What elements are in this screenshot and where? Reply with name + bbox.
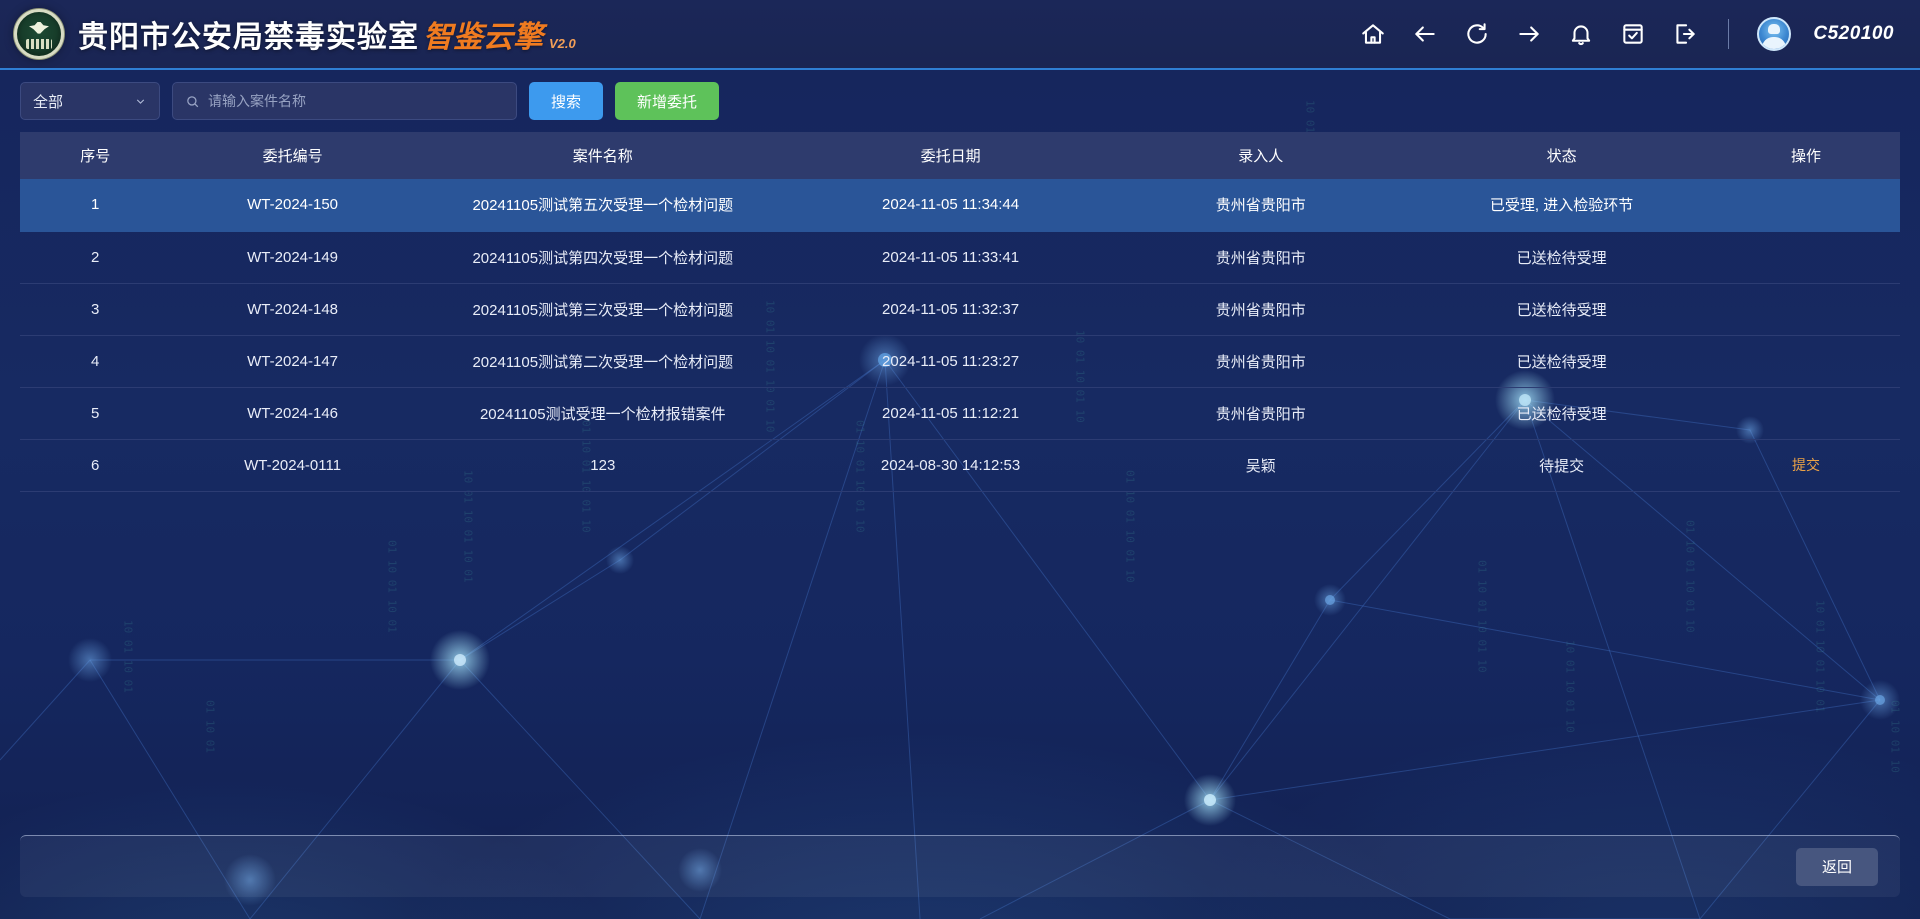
row-date: 2024-11-05 11:12:21 xyxy=(790,387,1111,440)
row-action xyxy=(1711,283,1900,336)
svg-text:10 01 10 01 10 01: 10 01 10 01 10 01 xyxy=(462,470,475,583)
row-operator: 贵州省贵阳市 xyxy=(1110,335,1412,388)
footer-bar: 返回 xyxy=(20,835,1900,897)
row-code: WT-2024-149 xyxy=(170,231,415,284)
table-row[interactable]: 6 WT-2024-0111 123 2024-08-30 14:12:53 吴颖 待提交… xyxy=(20,439,1900,492)
row-date: 2024-11-05 11:33:41 xyxy=(790,231,1111,284)
entrust-table: 序号 委托编号 案件名称 委托日期 录入人 状态 操作 1 WT-2024-150… xyxy=(20,132,1900,492)
entrust-table-container: 序号 委托编号 案件名称 委托日期 录入人 状态 操作 1 WT-2024-150… xyxy=(0,132,1920,492)
column-header-date[interactable]: 委托日期 xyxy=(790,132,1111,179)
row-operator: 贵州省贵阳市 xyxy=(1110,387,1412,440)
row-code: WT-2024-0111 xyxy=(170,439,415,492)
row-date: 2024-11-05 11:32:37 xyxy=(790,283,1111,336)
arrow-right-icon[interactable] xyxy=(1514,19,1544,49)
row-date: 2024-11-05 11:34:44 xyxy=(790,179,1111,232)
row-operator: 贵州省贵阳市 xyxy=(1110,283,1412,336)
row-index: 2 xyxy=(20,231,171,284)
row-code: WT-2024-148 xyxy=(170,283,415,336)
column-header-actions[interactable]: 操作 xyxy=(1711,132,1900,179)
column-header-case-name[interactable]: 案件名称 xyxy=(414,132,791,179)
submit-link[interactable]: 提交 xyxy=(1791,457,1820,473)
row-operator: 贵州省贵阳市 xyxy=(1110,179,1412,232)
svg-text:01 10 01: 01 10 01 xyxy=(204,700,217,753)
row-operator: 吴颖 xyxy=(1110,439,1412,492)
row-code: WT-2024-147 xyxy=(170,335,415,388)
row-action xyxy=(1711,179,1900,232)
row-case-name: 20241105测试受理一个检材报错案件 xyxy=(414,387,791,440)
row-status: 已受理, 进入检验环节 xyxy=(1411,179,1712,232)
table-row[interactable]: 2 WT-2024-149 20241105测试第四次受理一个检材问题 2024-11… xyxy=(20,231,1900,284)
row-date: 2024-11-05 11:23:27 xyxy=(790,335,1111,388)
brand-version: V2.0 xyxy=(549,36,576,51)
svg-text:01 10 01 10 01: 01 10 01 10 01 xyxy=(386,540,399,633)
table-row[interactable]: 1 WT-2024-150 20241105测试第五次受理一个检材问题 2024-11… xyxy=(20,179,1900,232)
table-row[interactable]: 5 WT-2024-146 20241105测试受理一个检材报错案件 2024-11-… xyxy=(20,387,1900,440)
row-operator: 贵州省贵阳市 xyxy=(1110,231,1412,284)
header-divider xyxy=(1728,19,1730,49)
arrow-left-icon[interactable] xyxy=(1410,19,1440,49)
row-code: WT-2024-146 xyxy=(170,387,415,440)
row-status: 已送检待受理 xyxy=(1411,387,1712,440)
avatar[interactable] xyxy=(1757,17,1792,51)
table-body: 1 WT-2024-150 20241105测试第五次受理一个检材问题 2024-11… xyxy=(20,179,1900,492)
row-index: 1 xyxy=(20,179,171,232)
row-case-name: 20241105测试第五次受理一个检材问题 xyxy=(414,179,791,232)
table-header-row: 序号 委托编号 案件名称 委托日期 录入人 状态 操作 xyxy=(20,132,1900,179)
chevron-down-icon xyxy=(136,98,145,104)
row-status: 已送检待受理 xyxy=(1411,283,1712,336)
page-title: 贵阳市公安局禁毒实验室 xyxy=(78,21,419,54)
svg-text:10 01 10 01: 10 01 10 01 xyxy=(122,620,135,693)
row-case-name: 20241105测试第四次受理一个检材问题 xyxy=(414,231,791,284)
row-action: 提交 xyxy=(1711,439,1900,492)
add-entrust-button[interactable]: 新增委托 xyxy=(615,82,720,120)
row-action xyxy=(1711,387,1900,440)
column-header-code[interactable]: 委托编号 xyxy=(170,132,415,179)
row-status: 已送检待受理 xyxy=(1411,231,1712,284)
column-header-index[interactable]: 序号 xyxy=(20,132,171,179)
svg-text:10 01 10 01 10 01: 10 01 10 01 10 01 xyxy=(1814,600,1827,713)
search-button[interactable]: 搜索 xyxy=(529,82,604,120)
search-box[interactable] xyxy=(172,82,517,120)
refresh-icon[interactable] xyxy=(1462,19,1492,49)
search-icon xyxy=(187,95,199,107)
row-case-name: 20241105测试第二次受理一个检材问题 xyxy=(414,335,791,388)
row-index: 4 xyxy=(20,335,171,388)
logout-icon[interactable] xyxy=(1670,19,1700,49)
filter-toolbar: 全部 搜索 新增委托 xyxy=(0,70,1920,132)
row-index: 6 xyxy=(20,439,171,492)
row-date: 2024-08-30 14:12:53 xyxy=(790,439,1111,492)
svg-text:10 01 10 01 10: 10 01 10 01 10 xyxy=(1564,640,1577,733)
column-header-status[interactable]: 状态 xyxy=(1411,132,1712,179)
table-row[interactable]: 3 WT-2024-148 20241105测试第三次受理一个检材问题 2024-11… xyxy=(20,283,1900,336)
checkbox-square-icon[interactable] xyxy=(1618,19,1648,49)
bell-icon[interactable] xyxy=(1566,19,1596,49)
back-button[interactable]: 返回 xyxy=(1795,847,1878,886)
svg-text:01 10 01 10: 01 10 01 10 xyxy=(1889,700,1902,773)
row-status: 已送检待受理 xyxy=(1411,335,1712,388)
user-name[interactable]: C520100 xyxy=(1813,23,1894,44)
row-index: 5 xyxy=(20,387,171,440)
brand-subtitle: 智鉴云擎 xyxy=(423,21,543,54)
row-case-name: 123 xyxy=(414,439,791,492)
svg-text:01 10 01 10 01 10: 01 10 01 10 01 10 xyxy=(1684,520,1697,633)
column-header-operator[interactable]: 录入人 xyxy=(1110,132,1412,179)
home-icon[interactable] xyxy=(1358,19,1388,49)
svg-text:01 10 01 10 01 10: 01 10 01 10 01 10 xyxy=(1124,470,1137,583)
row-status: 待提交 xyxy=(1411,439,1712,492)
search-input[interactable] xyxy=(208,93,504,109)
row-index: 3 xyxy=(20,283,171,336)
row-case-name: 20241105测试第三次受理一个检材问题 xyxy=(414,283,791,336)
row-code: WT-2024-150 xyxy=(170,179,415,232)
police-emblem-icon xyxy=(14,9,64,59)
category-select-label: 全部 xyxy=(33,93,64,111)
brand: 贵阳市公安局禁毒实验室 智鉴云擎 V2.0 xyxy=(14,9,576,59)
row-action xyxy=(1711,335,1900,388)
table-header: 序号 委托编号 案件名称 委托日期 录入人 状态 操作 xyxy=(20,132,1900,179)
row-action xyxy=(1711,231,1900,284)
app-header: 贵阳市公安局禁毒实验室 智鉴云擎 V2.0 C520100 xyxy=(0,0,1920,70)
category-select[interactable]: 全部 xyxy=(20,82,160,120)
svg-text:01 10 01 10 01 10: 01 10 01 10 01 10 xyxy=(1476,560,1489,673)
header-actions: C520100 xyxy=(1358,17,1894,51)
table-row[interactable]: 4 WT-2024-147 20241105测试第二次受理一个检材问题 2024-11… xyxy=(20,335,1900,388)
